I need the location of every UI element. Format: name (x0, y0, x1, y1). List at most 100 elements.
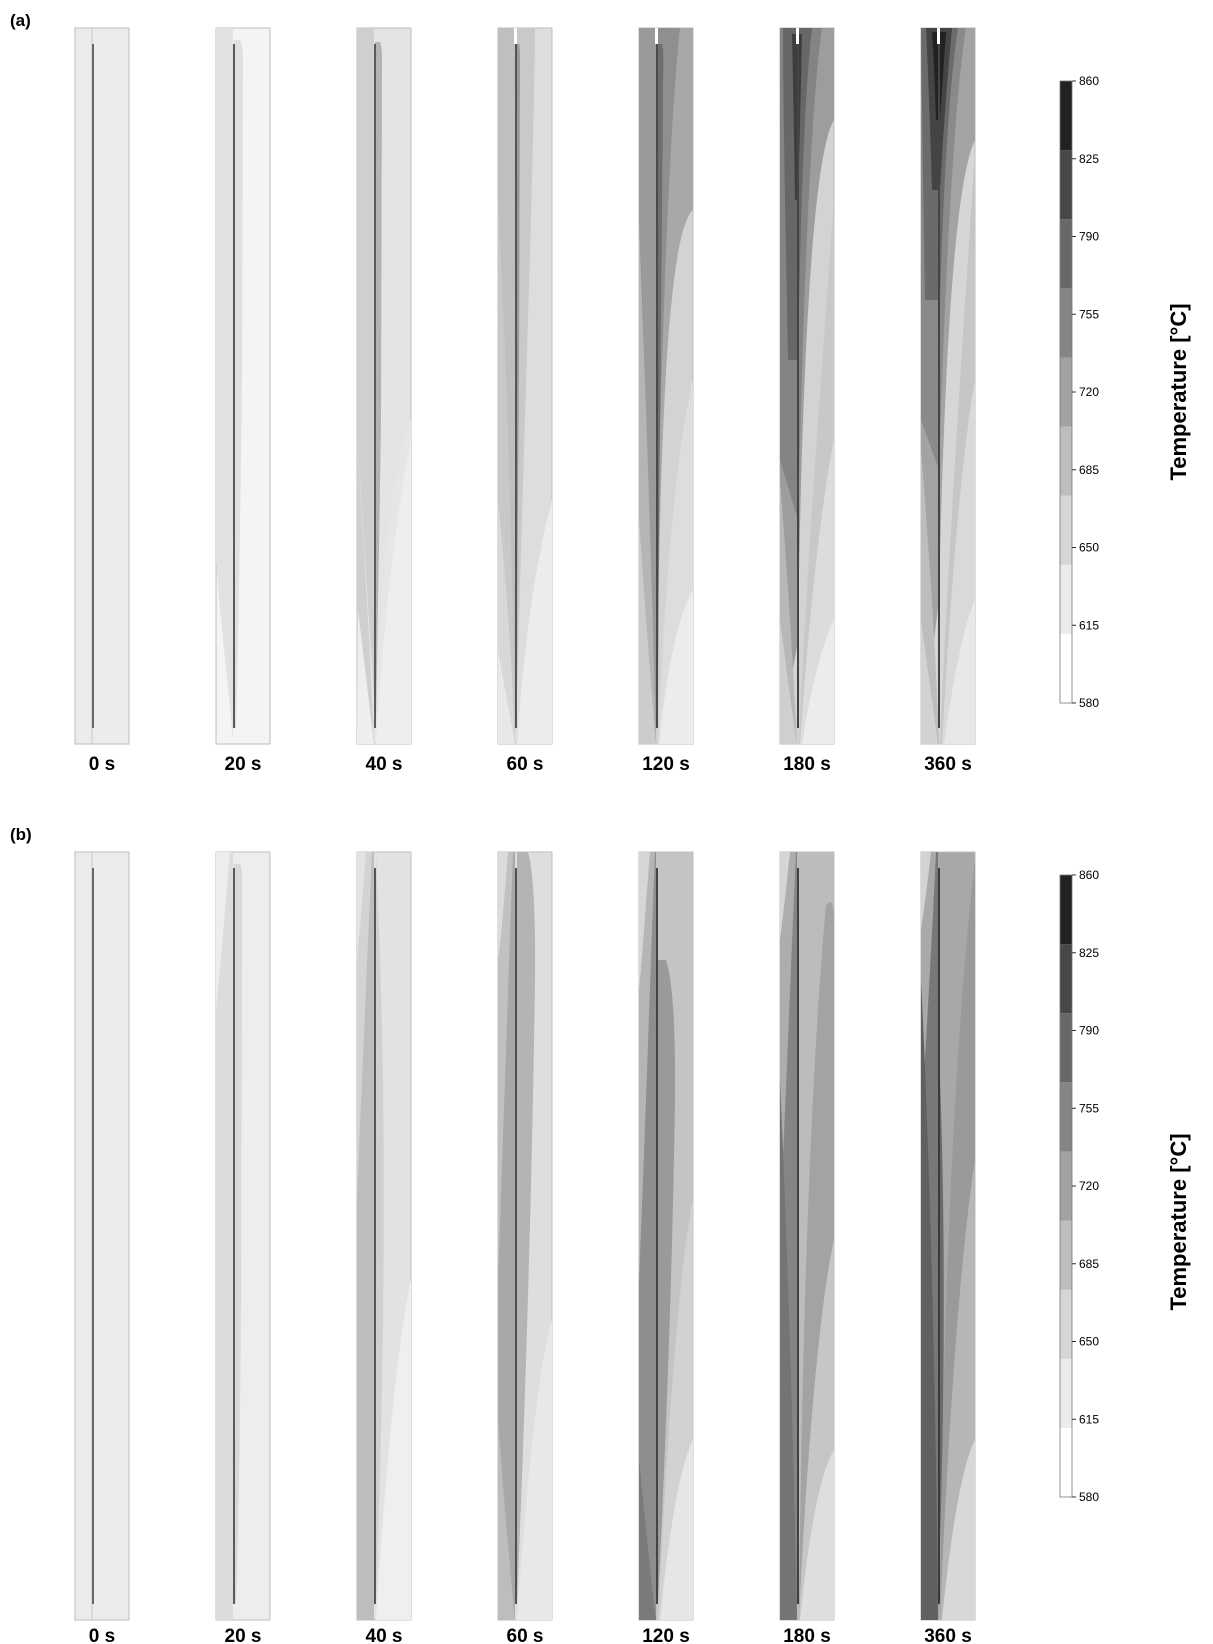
panel-a-column-20s (215, 27, 271, 745)
colorbar-tick-label: 580 (1079, 696, 1099, 710)
colorbar-tick-label: 615 (1079, 618, 1099, 632)
colorbar-tick-label: 685 (1079, 1257, 1099, 1271)
panel-b-column-120s (638, 851, 694, 1621)
panel-b-column-0s (74, 851, 130, 1621)
contour-band (780, 1080, 797, 1620)
colorbar-tick-label: 580 (1079, 1490, 1099, 1504)
time-label: 40 s (366, 754, 403, 775)
colorbar-tick-label: 615 (1079, 1412, 1099, 1426)
contour-band (639, 1460, 656, 1620)
colorbar-tick-label: 720 (1079, 385, 1099, 399)
panel-b-column-360s (920, 851, 976, 1621)
contour-band (517, 852, 536, 1600)
contour-band (639, 28, 656, 744)
time-label: 60 s (507, 754, 544, 775)
contour-band (940, 1080, 944, 1540)
colorbar-band (1060, 564, 1072, 634)
contour-band (780, 852, 796, 1220)
contour-band (517, 28, 535, 700)
contour-band (357, 852, 372, 1200)
time-label: 180 s (783, 1626, 831, 1644)
colorbar-tick-label: 860 (1079, 74, 1099, 88)
contour-band (657, 44, 664, 700)
colorbar-band (1060, 357, 1072, 427)
colorbar-tick-label: 650 (1079, 541, 1099, 555)
contour-band (216, 28, 233, 740)
colorbar-band (1060, 944, 1072, 1014)
panel-a-column-180s (779, 27, 835, 745)
time-label: 360 s (924, 1626, 972, 1644)
probe-slot (655, 28, 658, 44)
contour-band (921, 980, 938, 1620)
contour-band (376, 1280, 411, 1620)
contour-band (944, 600, 975, 744)
colorbar-tick-label: 825 (1079, 152, 1099, 166)
time-label: 0 s (89, 754, 115, 775)
domain-rect (74, 851, 130, 1621)
colorbar-band (1060, 1151, 1072, 1221)
panel-a-label: (a) (10, 11, 31, 30)
contour-band (780, 620, 797, 744)
colorbar: 860 825 790 755 720 685 650 615 580 (1059, 74, 1099, 710)
time-label: 120 s (642, 1626, 690, 1644)
contour-band (942, 1440, 975, 1620)
contour-band (921, 852, 936, 1130)
colorbar-band (1060, 1427, 1072, 1497)
contour-band (658, 960, 676, 1600)
colorbar-band (1060, 1013, 1072, 1083)
contour-band (376, 440, 411, 744)
colorbar: 860 825 790 755 720 685 650 615 580 (1059, 868, 1099, 1504)
panel-b-column-20s (215, 851, 271, 1621)
colorbar-band (1060, 1220, 1072, 1290)
contour-band (660, 1440, 693, 1620)
panel-a-column-360s (920, 27, 976, 745)
contour-band (234, 864, 243, 1604)
contour-band (498, 1420, 515, 1620)
contour-band (357, 28, 374, 744)
panel-a: (a) (10, 11, 1191, 775)
contour-band (800, 1450, 834, 1620)
colorbar-band (1060, 495, 1072, 565)
contour-band (921, 620, 938, 744)
contour-band (780, 852, 790, 940)
time-label: 40 s (366, 1626, 403, 1644)
time-label: 20 s (225, 1626, 262, 1644)
colorbar-band (1060, 219, 1072, 289)
time-label: 360 s (924, 754, 972, 775)
contour-band (517, 500, 552, 744)
colorbar-tick-label: 790 (1079, 1024, 1099, 1038)
colorbar-title: Temperature [°C] (1166, 303, 1191, 480)
panel-b-column-60s (497, 851, 553, 1621)
contour-band (498, 852, 508, 960)
colorbar-band (1060, 81, 1072, 151)
probe-slot (514, 28, 517, 44)
colorbar-tick-label: 790 (1079, 230, 1099, 244)
colorbar-tick-label: 685 (1079, 463, 1099, 477)
contour-band (498, 650, 515, 744)
panel-a-column-40s (356, 27, 412, 745)
contour-band (659, 590, 693, 744)
colorbar-tick-label: 755 (1079, 1101, 1099, 1115)
colorbar-band (1060, 633, 1072, 703)
colorbar-band (1060, 288, 1072, 358)
colorbar-band (1060, 1082, 1072, 1152)
contour-band (375, 42, 382, 725)
colorbar-band (1060, 1289, 1072, 1359)
time-label: 120 s (642, 754, 690, 775)
colorbar-band (1060, 426, 1072, 496)
panel-a-column-0s (74, 27, 130, 745)
colorbar-tick-label: 860 (1079, 868, 1099, 882)
contour-band (639, 852, 650, 990)
colorbar-tick-label: 755 (1079, 307, 1099, 321)
panel-a-column-120s (638, 27, 694, 745)
contour-band (498, 852, 513, 1280)
contour-band (517, 1320, 552, 1620)
contour-band (216, 852, 230, 1010)
panel-b-column-180s (779, 851, 835, 1621)
domain-rect (74, 27, 130, 745)
contour-band (376, 852, 384, 1604)
time-label: 20 s (225, 754, 262, 775)
contour-band (639, 852, 655, 1280)
probe-slot (796, 28, 799, 44)
